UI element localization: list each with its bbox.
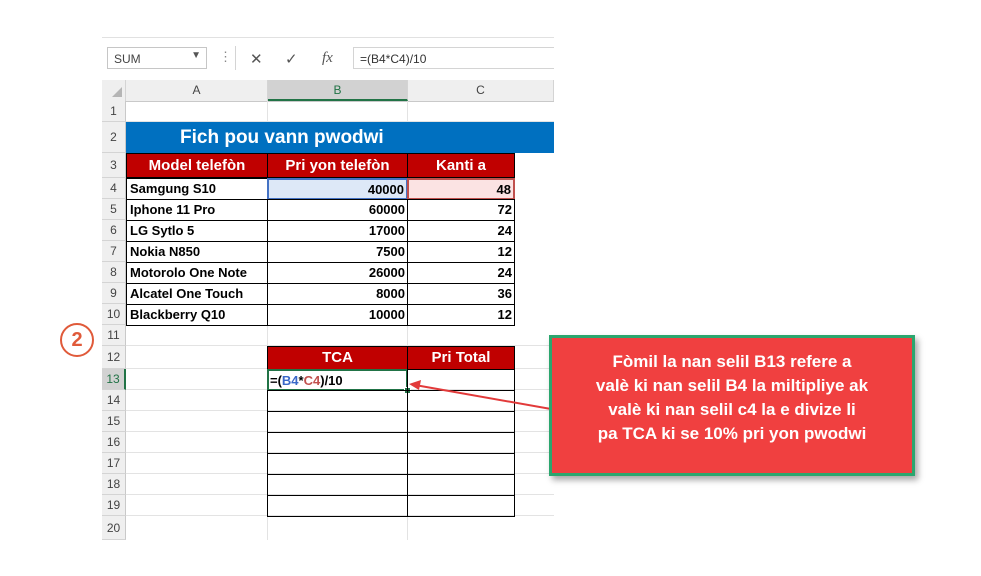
row-header[interactable]: 15	[102, 411, 126, 432]
cell-empty[interactable]	[267, 495, 408, 517]
cell-empty[interactable]	[407, 432, 515, 454]
cell-model[interactable]: Nokia N850	[126, 241, 268, 263]
cell-model[interactable]: Iphone 11 Pro	[126, 199, 268, 221]
row-header[interactable]: 10	[102, 304, 126, 325]
select-all-icon	[112, 87, 122, 97]
header-model[interactable]: Model telefòn	[126, 153, 268, 178]
cell-empty[interactable]	[407, 411, 515, 433]
row-header[interactable]: 19	[102, 495, 126, 516]
more-options-icon: ⋮	[219, 49, 232, 64]
row-header[interactable]: 13	[102, 369, 126, 390]
row-header[interactable]: 20	[102, 516, 126, 540]
gridline	[126, 494, 554, 495]
cell-empty[interactable]	[267, 453, 408, 475]
formula-bar-separator	[235, 46, 236, 70]
row-header[interactable]: 4	[102, 178, 126, 199]
cell-b13-editing[interactable]: =(B4*C4)/10	[267, 369, 408, 391]
gridline	[126, 473, 554, 474]
cell-price[interactable]: 10000	[267, 304, 408, 326]
cell-empty[interactable]	[407, 495, 515, 517]
cell-model[interactable]: Samgung S10	[126, 178, 268, 200]
cell-empty[interactable]	[267, 411, 408, 433]
row-header[interactable]: 3	[102, 153, 126, 178]
cell-empty[interactable]	[267, 432, 408, 454]
formula-input[interactable]: =(B4*C4)/10	[353, 47, 554, 69]
sheet-title[interactable]: Fich pou vann pwodwi	[126, 122, 554, 153]
cell-qty[interactable]: 72	[407, 199, 515, 221]
gridline	[126, 410, 554, 411]
explanation-callout: Fòmil la nan selil B13 refere a valè ki …	[549, 335, 915, 476]
cell-model[interactable]: Motorolo One Note	[126, 262, 268, 284]
formula-ref-b4: B4	[281, 373, 299, 388]
row-header[interactable]: 8	[102, 262, 126, 283]
column-header-bar: A B C	[102, 80, 554, 102]
callout-arrow-icon	[409, 380, 552, 410]
cell-empty[interactable]	[267, 390, 408, 412]
cell-price[interactable]: 26000	[267, 262, 408, 284]
formula-text: )/10	[320, 373, 343, 388]
name-box[interactable]: SUM ▼	[107, 47, 207, 69]
gridline	[126, 121, 554, 122]
header-quantity[interactable]: Kanti a	[407, 153, 515, 178]
cell-model[interactable]: Alcatel One Touch	[126, 283, 268, 305]
column-header-a[interactable]: A	[126, 80, 268, 101]
callout-line: Fòmil la nan selil B13 refere a	[612, 352, 852, 371]
enter-icon[interactable]: ✓	[285, 51, 298, 68]
chevron-down-icon[interactable]: ▼	[191, 50, 201, 61]
row-header[interactable]: 12	[102, 346, 126, 369]
row-header[interactable]: 16	[102, 432, 126, 453]
gridline	[126, 345, 554, 346]
row-header[interactable]: 7	[102, 241, 126, 262]
cell-price[interactable]: 60000	[267, 199, 408, 221]
row-header[interactable]: 17	[102, 453, 126, 474]
cell-empty[interactable]	[407, 453, 515, 475]
cell-model[interactable]: Blackberry Q10	[126, 304, 268, 326]
cell-qty[interactable]: 12	[407, 241, 515, 263]
formula-operator: *	[298, 373, 304, 388]
row-header[interactable]: 11	[102, 325, 126, 346]
cell-price-b4[interactable]: 40000	[267, 178, 408, 200]
step-number-badge: 2	[60, 323, 94, 357]
row-header[interactable]: 2	[102, 122, 126, 153]
formula-text: =(	[270, 373, 282, 388]
formula-ref-c4: C4	[303, 373, 321, 388]
formula-bar: SUM ▼ ⋮ ✕ ✓ fx =(B4*C4)/10	[102, 37, 554, 77]
column-header-c[interactable]: C	[408, 80, 554, 101]
row-header[interactable]: 1	[102, 101, 126, 122]
cell-qty[interactable]: 12	[407, 304, 515, 326]
cell-qty-c4[interactable]: 48	[407, 178, 515, 200]
cell-model[interactable]: LG Sytlo 5	[126, 220, 268, 242]
gridline	[126, 431, 554, 432]
gridline	[126, 515, 554, 516]
row-header[interactable]: 18	[102, 474, 126, 495]
gridline	[126, 452, 554, 453]
cell-price[interactable]: 17000	[267, 220, 408, 242]
header-total[interactable]: Pri Total	[407, 346, 515, 370]
cell-price[interactable]: 7500	[267, 241, 408, 263]
cell-empty[interactable]	[267, 474, 408, 496]
cell-empty[interactable]	[407, 474, 515, 496]
cell-qty[interactable]: 36	[407, 283, 515, 305]
cell-price[interactable]: 8000	[267, 283, 408, 305]
row-header[interactable]: 9	[102, 283, 126, 304]
cell-qty[interactable]: 24	[407, 262, 515, 284]
callout-line: valè ki nan selil B4 la miltipliye ak	[595, 376, 869, 395]
header-tca[interactable]: TCA	[267, 346, 408, 370]
name-box-value: SUM	[114, 52, 141, 66]
row-header[interactable]: 14	[102, 390, 126, 411]
select-all-corner[interactable]	[102, 80, 126, 101]
row-header[interactable]: 5	[102, 199, 126, 220]
header-price[interactable]: Pri yon telefòn	[267, 153, 408, 178]
column-header-b[interactable]: B	[268, 80, 408, 101]
cell-qty[interactable]: 24	[407, 220, 515, 242]
callout-line: valè ki nan selil c4 la e divize li	[608, 400, 856, 419]
callout-line: pa TCA ki se 10% pri yon pwodwi	[597, 424, 867, 443]
row-header[interactable]: 6	[102, 220, 126, 241]
cancel-icon[interactable]: ✕	[250, 51, 263, 68]
insert-function-icon[interactable]: fx	[322, 50, 333, 66]
